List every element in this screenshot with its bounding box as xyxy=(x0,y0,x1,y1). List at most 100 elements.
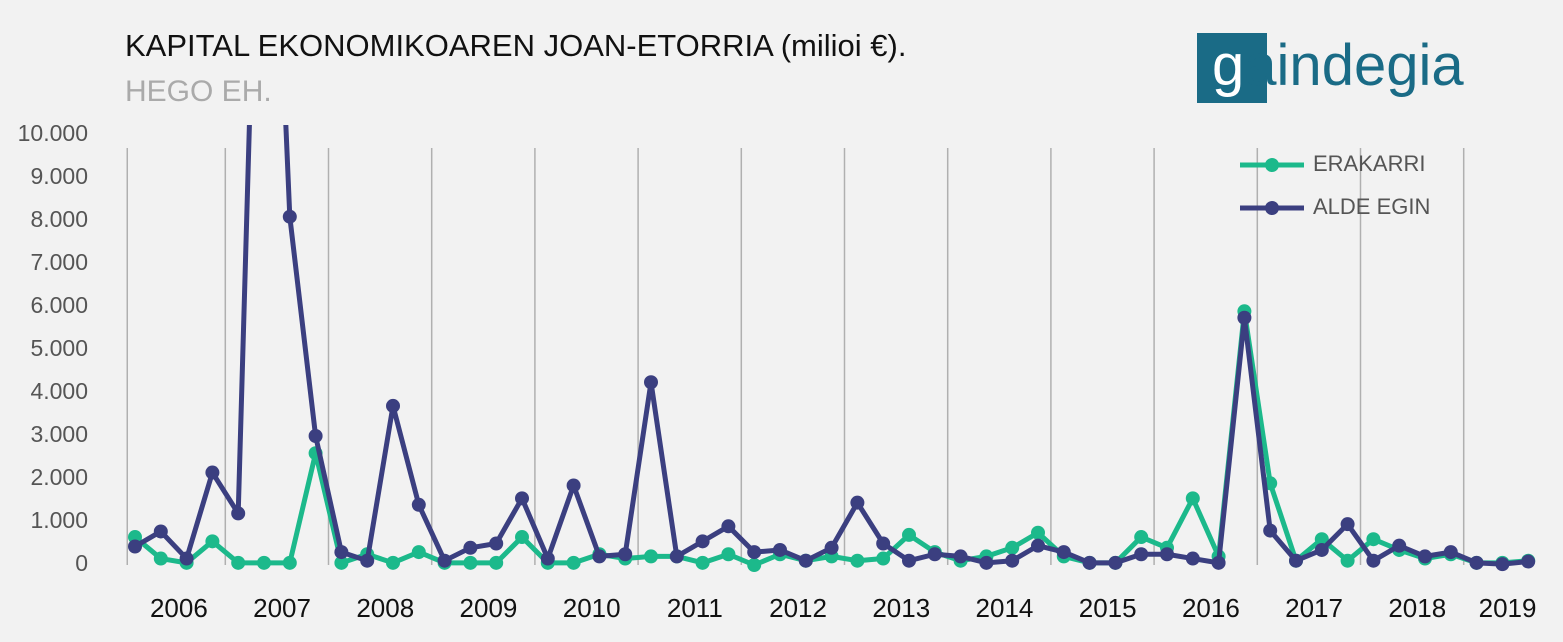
data-point xyxy=(334,555,349,570)
data-point xyxy=(850,495,865,510)
data-point xyxy=(128,539,142,554)
y-tick-label: 0 xyxy=(75,550,88,576)
data-point xyxy=(153,551,168,566)
y-tick-label: 1.000 xyxy=(30,507,88,533)
x-tick-label: 2011 xyxy=(667,593,723,623)
legend-marker xyxy=(1265,158,1279,172)
data-point xyxy=(489,555,504,570)
x-tick-label: 2012 xyxy=(769,593,827,623)
data-point xyxy=(1005,553,1020,568)
data-point xyxy=(695,534,710,549)
data-point xyxy=(566,555,581,570)
y-tick-label: 9.000 xyxy=(30,163,88,189)
data-point xyxy=(721,547,736,562)
data-point xyxy=(282,209,297,224)
data-point xyxy=(463,540,478,555)
y-tick-label: 3.000 xyxy=(30,421,88,447)
data-point xyxy=(979,555,994,570)
y-tick-label: 2.000 xyxy=(30,464,88,490)
data-point xyxy=(1082,555,1097,570)
data-point xyxy=(463,555,478,570)
data-point xyxy=(1366,532,1381,547)
data-point xyxy=(1134,547,1149,562)
x-tick-label: 2008 xyxy=(356,593,414,623)
data-point xyxy=(205,534,220,549)
data-point xyxy=(489,536,504,551)
x-tick-label: 2017 xyxy=(1285,593,1343,623)
data-point xyxy=(1160,547,1174,562)
data-point xyxy=(747,558,762,572)
data-point xyxy=(1185,491,1200,506)
data-point xyxy=(721,519,736,534)
data-point xyxy=(1211,555,1226,570)
data-point xyxy=(1056,545,1071,560)
legend-label: ERAKARRI xyxy=(1313,151,1425,176)
data-point xyxy=(876,551,891,566)
data-point xyxy=(334,545,349,560)
data-point xyxy=(1108,555,1123,570)
data-point xyxy=(1469,555,1484,570)
data-point xyxy=(1495,557,1510,572)
chart-title: KAPITAL EKONOMIKOAREN JOAN-ETORRIA (mili… xyxy=(125,28,906,63)
data-point xyxy=(902,527,916,542)
x-tick-label: 2019 xyxy=(1479,593,1537,623)
data-point xyxy=(1521,554,1536,569)
y-tick-label: 10.000 xyxy=(18,120,88,146)
y-tick-label: 4.000 xyxy=(30,378,88,404)
data-point xyxy=(257,555,271,570)
x-tick-label: 2006 xyxy=(150,593,208,623)
data-point xyxy=(592,549,607,564)
data-point xyxy=(205,465,220,480)
data-point xyxy=(1237,310,1252,325)
x-tick-label: 2010 xyxy=(563,593,621,623)
data-point xyxy=(695,555,710,570)
data-point xyxy=(360,553,375,568)
data-point xyxy=(1314,542,1329,557)
data-point xyxy=(1340,517,1355,532)
y-tick-label: 5.000 xyxy=(30,335,88,361)
x-tick-label: 2013 xyxy=(872,593,930,623)
data-point xyxy=(515,491,529,506)
data-point xyxy=(747,545,762,560)
data-point xyxy=(515,530,529,545)
legend-label: ALDE EGIN xyxy=(1313,194,1430,219)
y-tick-label: 7.000 xyxy=(30,249,88,275)
series-line xyxy=(133,308,1529,568)
chart-subtitle: HEGO EH. xyxy=(125,75,272,108)
y-tick-label: 8.000 xyxy=(30,206,88,232)
data-point xyxy=(231,555,246,570)
data-point xyxy=(902,553,916,568)
data-point xyxy=(1418,549,1432,564)
data-point xyxy=(618,547,633,562)
legend-marker xyxy=(1265,201,1279,215)
data-point xyxy=(1289,553,1303,568)
data-point xyxy=(1340,553,1355,568)
x-tick-label: 2009 xyxy=(460,593,518,623)
logo-box xyxy=(1197,33,1267,103)
data-point xyxy=(282,555,297,570)
data-point xyxy=(644,375,658,390)
data-point xyxy=(927,547,942,562)
data-point xyxy=(669,549,684,564)
data-point xyxy=(411,545,426,560)
data-point xyxy=(824,540,839,555)
data-point xyxy=(1263,523,1278,538)
data-point xyxy=(437,553,452,568)
data-point xyxy=(386,398,400,413)
x-tick-label: 2014 xyxy=(976,593,1034,623)
data-point xyxy=(153,524,168,539)
x-tick-label: 2016 xyxy=(1182,593,1240,623)
data-point xyxy=(231,506,246,521)
x-tick-label: 2015 xyxy=(1079,593,1137,623)
data-point xyxy=(308,429,323,443)
data-point xyxy=(953,549,968,564)
data-point xyxy=(1443,545,1458,560)
data-point xyxy=(540,551,555,566)
data-point xyxy=(386,555,400,570)
data-point xyxy=(644,549,658,564)
logo: gaindegia xyxy=(1212,33,1464,98)
data-point xyxy=(1314,532,1329,547)
data-point xyxy=(1185,551,1200,566)
data-point xyxy=(1005,540,1020,555)
